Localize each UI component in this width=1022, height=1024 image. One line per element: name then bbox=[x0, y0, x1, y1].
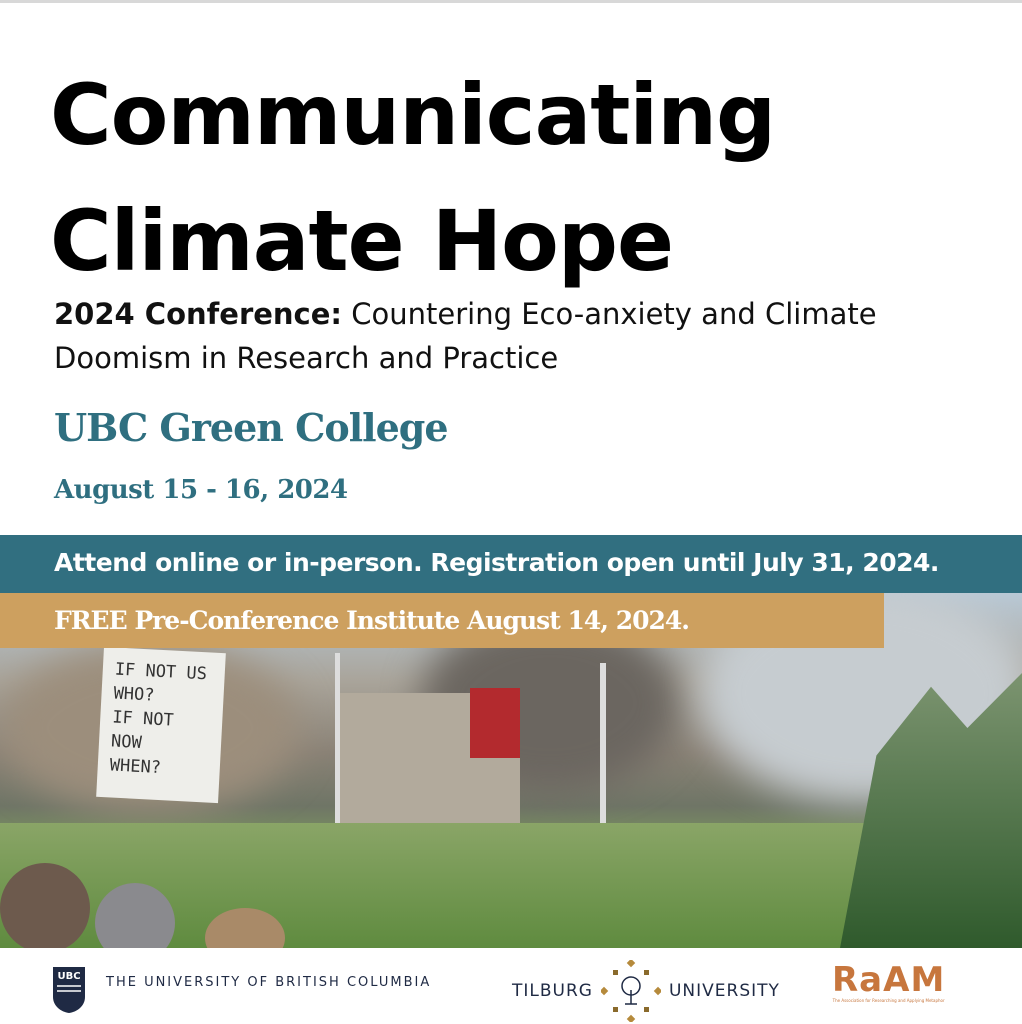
poster-title: Communicating Climate Hope bbox=[50, 52, 776, 304]
protester bbox=[95, 883, 175, 948]
raam-wordmark: RaAM bbox=[832, 960, 946, 1000]
ubc-name: THE UNIVERSITY OF BRITISH COLUMBIA bbox=[106, 974, 432, 990]
svg-text:UBC: UBC bbox=[57, 971, 80, 982]
sign-line: WHEN? bbox=[109, 755, 162, 779]
protest-sign: IF NOT US WHO? IF NOT NOW WHEN? bbox=[96, 646, 226, 804]
tilburg-left: TILBURG bbox=[512, 981, 593, 1001]
title-line-1: Communicating bbox=[50, 66, 776, 164]
ship-funnel bbox=[470, 688, 520, 758]
subtitle: 2024 Conference: Countering Eco-anxiety … bbox=[54, 292, 954, 380]
raam-tagline: The Association for Researching and Appl… bbox=[832, 998, 945, 1003]
sign-line: IF NOT NOW bbox=[110, 707, 175, 754]
wind-turbine bbox=[335, 653, 340, 823]
ubc-crest-icon: UBC bbox=[53, 967, 85, 1013]
tilburg-logo: TILBURG UNIVERSITY bbox=[512, 960, 780, 1022]
top-border bbox=[0, 0, 1022, 3]
wind-turbine bbox=[600, 663, 606, 833]
tilburg-tree-emblem-icon bbox=[600, 960, 661, 1022]
venue: UBC Green College bbox=[54, 405, 449, 450]
protester bbox=[205, 908, 285, 948]
registration-banner: Attend online or in-person. Registration… bbox=[0, 535, 1022, 593]
sponsor-footer: UBC THE UNIVERSITY OF BRITISH COLUMBIA T… bbox=[0, 948, 1022, 1024]
protester bbox=[0, 863, 90, 948]
title-line-2: Climate Hope bbox=[50, 192, 674, 290]
subtitle-rest: Countering Eco-anxiety and Climate Doomi… bbox=[54, 297, 877, 375]
ubc-logo: UBC THE UNIVERSITY OF BRITISH COLUMBIA bbox=[52, 966, 431, 1014]
tilburg-right: UNIVERSITY bbox=[668, 981, 780, 1001]
subtitle-bold: 2024 Conference: bbox=[54, 297, 343, 331]
raam-logo: RaAM The Association for Researching and… bbox=[832, 962, 945, 1003]
event-dates: August 15 - 16, 2024 bbox=[54, 475, 348, 505]
preconference-banner: FREE Pre-Conference Institute August 14,… bbox=[0, 593, 884, 648]
